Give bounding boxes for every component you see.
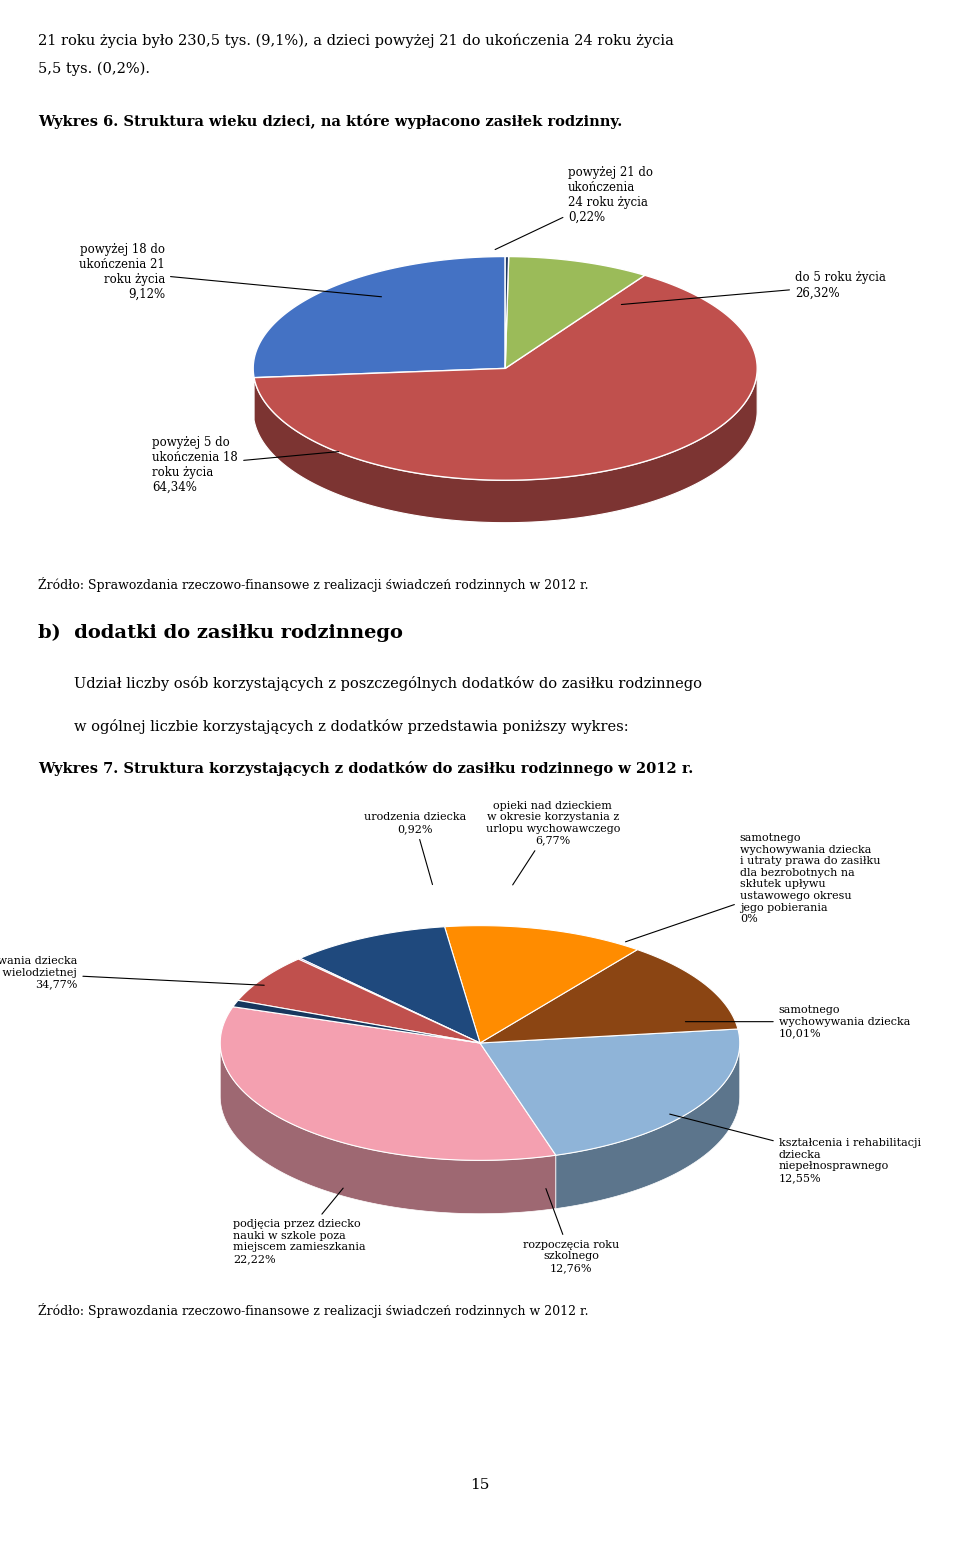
Text: Źródło: Sprawozdania rzeczowo-finansowe z realizacji świadczeń rodzinnych w 2012: Źródło: Sprawozdania rzeczowo-finansowe … (38, 1302, 588, 1318)
PathPatch shape (254, 275, 757, 480)
PathPatch shape (480, 949, 738, 1043)
Text: podjęcia przez dziecko
nauki w szkole poza
miejscem zamieszkania
22,22%: podjęcia przez dziecko nauki w szkole po… (233, 1188, 366, 1264)
Text: 5,5 tys. (0,2%).: 5,5 tys. (0,2%). (38, 62, 151, 76)
PathPatch shape (505, 256, 645, 369)
PathPatch shape (253, 256, 505, 378)
Polygon shape (254, 370, 757, 523)
Text: samotnego
wychowywania dziecka
i utraty prawa do zasiłku
dla bezrobotnych na
skł: samotnego wychowywania dziecka i utraty … (626, 833, 880, 941)
PathPatch shape (238, 960, 480, 1043)
PathPatch shape (233, 1000, 480, 1043)
Text: powyżej 18 do
ukończenia 21
roku życia
9,12%: powyżej 18 do ukończenia 21 roku życia 9… (80, 242, 381, 301)
Text: rozpoczęcia roku
szkolnego
12,76%: rozpoczęcia roku szkolnego 12,76% (523, 1188, 619, 1273)
Text: 15: 15 (470, 1478, 490, 1492)
Text: powyżej 5 do
ukończenia 18
roku życia
64,34%: powyżej 5 do ukończenia 18 roku życia 64… (153, 435, 339, 494)
Text: 21 roku życia było 230,5 tys. (9,1%), a dzieci powyżej 21 do ukończenia 24 roku : 21 roku życia było 230,5 tys. (9,1%), a … (38, 34, 674, 48)
Text: powyżej 21 do
ukończenia
24 roku życia
0,22%: powyżej 21 do ukończenia 24 roku życia 0… (495, 165, 653, 250)
PathPatch shape (220, 1006, 556, 1160)
Text: Wykres 6. Struktura wieku dzieci, na które wypłacono zasiłek rodzinny.: Wykres 6. Struktura wieku dzieci, na któ… (38, 114, 623, 130)
Text: opieki nad dzieckiem
w okresie korzystania z
urlopu wychowawczego
6,77%: opieki nad dzieckiem w okresie korzystan… (486, 801, 620, 884)
Text: Wykres 7. Struktura korzystających z dodatków do zasiłku rodzinnego w 2012 r.: Wykres 7. Struktura korzystających z dod… (38, 761, 694, 776)
Text: b)  dodatki do zasiłku rodzinnego: b) dodatki do zasiłku rodzinnego (38, 623, 403, 642)
Text: Źródło: Sprawozdania rzeczowo-finansowe z realizacji świadczeń rodzinnych w 2012: Źródło: Sprawozdania rzeczowo-finansowe … (38, 577, 588, 593)
PathPatch shape (444, 926, 637, 1043)
Text: urodzenia dziecka
0,92%: urodzenia dziecka 0,92% (364, 813, 467, 884)
PathPatch shape (505, 256, 509, 369)
Text: samotnego
wychowywania dziecka
10,01%: samotnego wychowywania dziecka 10,01% (685, 1004, 910, 1038)
PathPatch shape (300, 927, 480, 1043)
Polygon shape (220, 1043, 556, 1214)
Polygon shape (556, 1043, 740, 1208)
Text: w ogólnej liczbie korzystających z dodatków przedstawia poniższy wykres:: w ogólnej liczbie korzystających z dodat… (74, 719, 629, 734)
Text: Udział liczby osób korzystających z poszczególnych dodatków do zasiłku rodzinneg: Udział liczby osób korzystających z posz… (74, 676, 702, 691)
Text: wychowywania dziecka
w rodzinie wielodzietnej
34,77%: wychowywania dziecka w rodzinie wielodzi… (0, 957, 264, 989)
Text: do 5 roku życia
26,32%: do 5 roku życia 26,32% (621, 272, 886, 304)
Text: kształcenia i rehabilitacji
dziecka
niepełnosprawnego
12,55%: kształcenia i rehabilitacji dziecka niep… (670, 1114, 921, 1183)
PathPatch shape (480, 1029, 740, 1156)
PathPatch shape (299, 958, 480, 1043)
